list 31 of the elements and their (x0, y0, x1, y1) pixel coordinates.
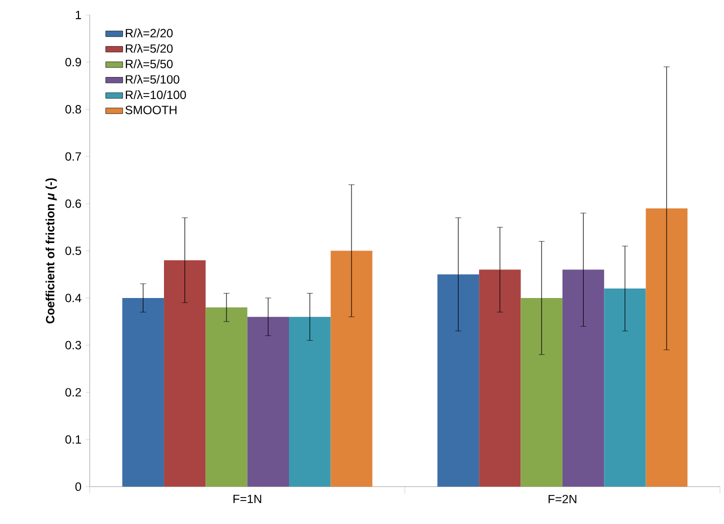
y-tick-label: 0.8 (65, 105, 82, 114)
bar (289, 317, 331, 487)
y-tick-label: 0.7 (65, 152, 81, 161)
y-tick-label: 0.9 (65, 58, 82, 67)
legend-label: R/λ=5/50 (126, 60, 173, 68)
y-tick-label: 0.3 (65, 341, 82, 350)
bar (520, 298, 562, 487)
y-tick-label: 0.6 (65, 200, 82, 208)
bar (330, 251, 372, 487)
y-tick-label: 0.4 (65, 294, 82, 302)
legend-label: R/λ=10/100 (126, 90, 186, 100)
bar (437, 274, 480, 487)
bar (164, 260, 206, 487)
x-tick-label: F=1N (234, 495, 262, 504)
legend-label: R/λ=5/100 (126, 75, 180, 84)
y-tick-label: 0 (75, 482, 82, 492)
y-tick-label: 1 (76, 11, 81, 20)
y-tick-label: 0.2 (65, 388, 81, 397)
y-tick-label: 0.1 (65, 435, 81, 444)
bar (562, 270, 604, 487)
bar (206, 308, 248, 487)
y-axis-title: Coefficient of friction μ (-) (46, 178, 57, 324)
bar (122, 298, 164, 487)
legend-label: SMOOTH (125, 106, 176, 114)
legend-label: R/λ=2/20 (126, 28, 173, 38)
bar (479, 270, 521, 487)
bar (247, 317, 289, 487)
bar (604, 288, 646, 487)
legend-label: R/λ=5/20 (126, 44, 173, 54)
y-tick-label: 0.5 (65, 246, 82, 256)
x-tick-label: F=2N (548, 495, 576, 504)
